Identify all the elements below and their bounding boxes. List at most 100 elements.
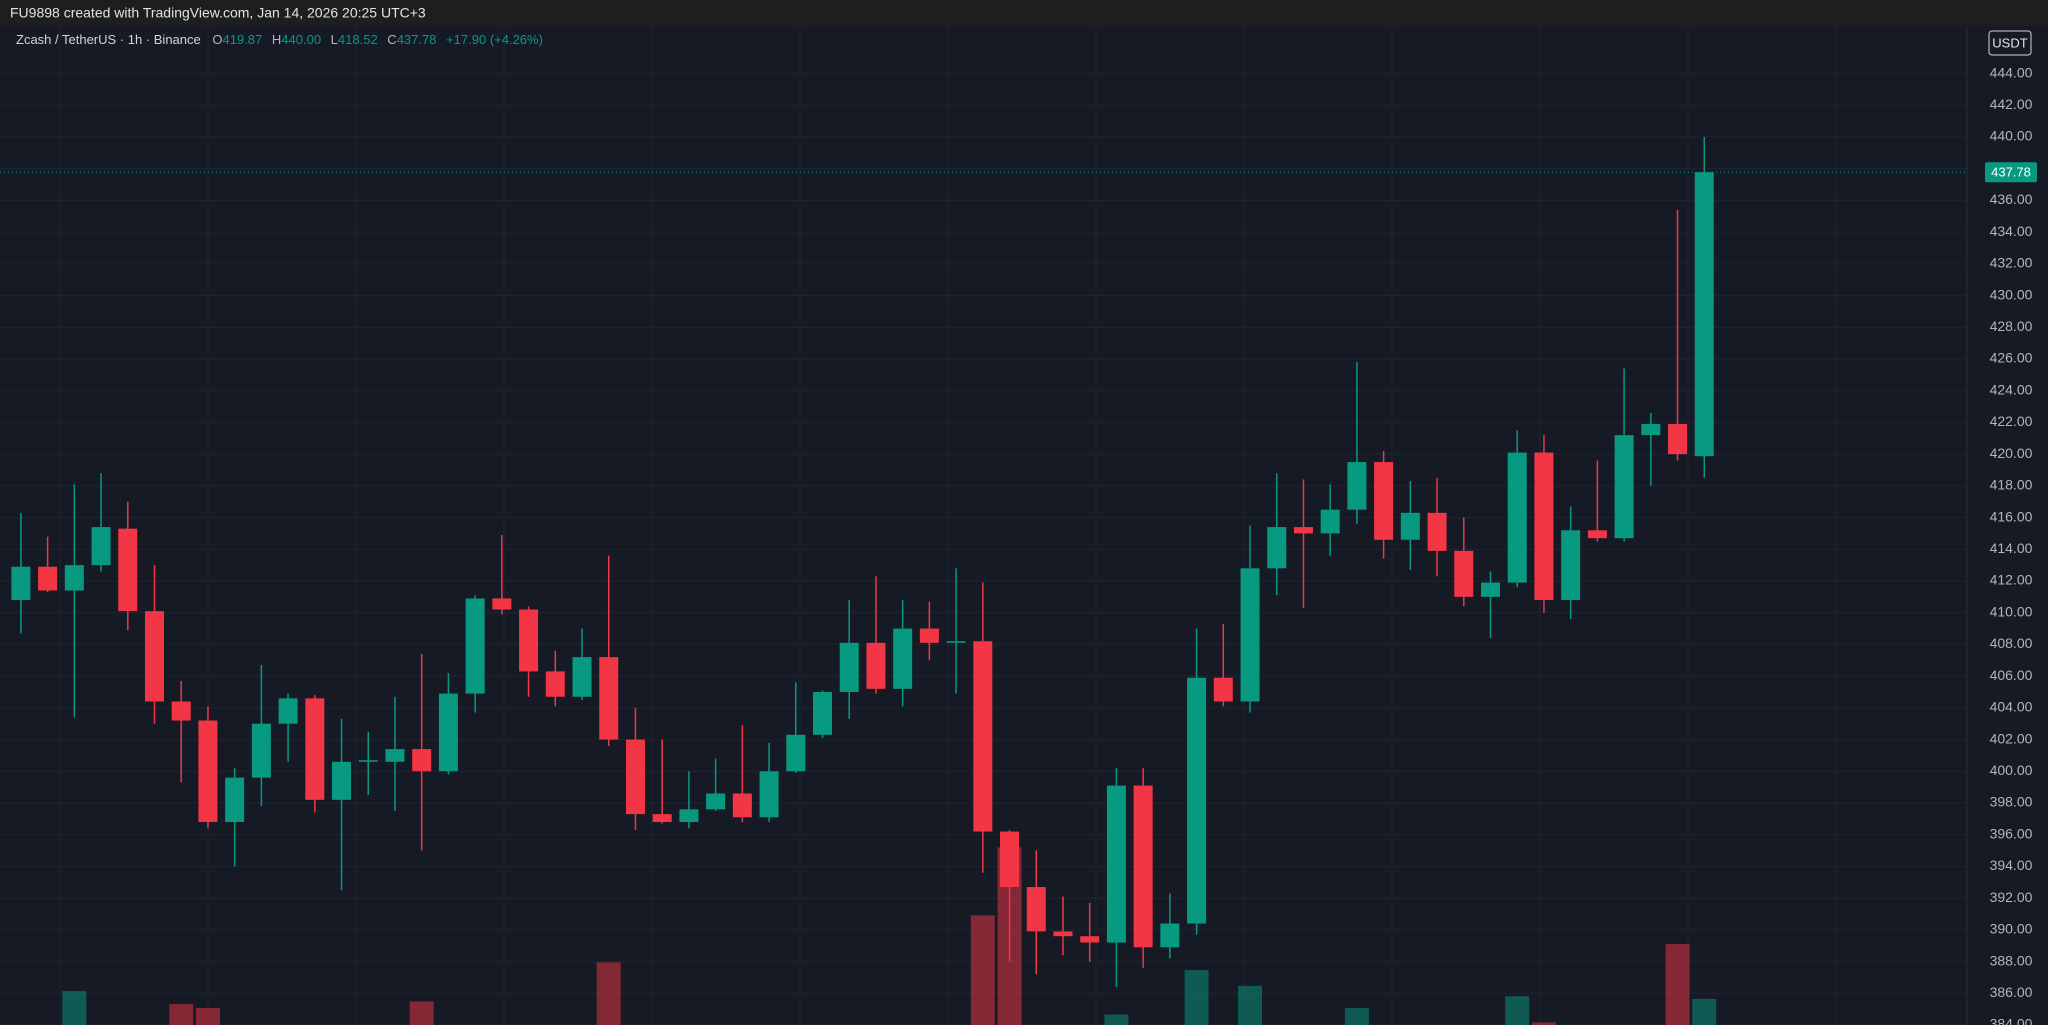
candle-body — [1641, 424, 1661, 436]
y-tick-label: 384.00 — [1990, 1016, 2033, 1025]
candle-body — [1374, 462, 1394, 540]
plot — [0, 73, 1967, 1025]
y-tick-label: 440.00 — [1990, 128, 2033, 144]
ohlc-key: L — [331, 32, 338, 47]
y-tick-label: 404.00 — [1990, 699, 2033, 715]
candle-body — [679, 809, 699, 823]
volume-bar — [409, 1001, 434, 1025]
watermark: FU9898 created with TradingView.com, Jan… — [10, 5, 426, 21]
candle-body — [732, 793, 752, 818]
y-tick-label: 436.00 — [1990, 191, 2033, 207]
y-tick-label: 390.00 — [1990, 921, 2033, 937]
candle-body — [813, 692, 832, 735]
ohlc-key: C — [387, 32, 396, 47]
y-tick-label: 396.00 — [1990, 825, 2033, 841]
candle-body — [1187, 677, 1207, 924]
candle-body — [1106, 785, 1126, 943]
y-tick-label: 432.00 — [1990, 255, 2033, 271]
candle-body — [946, 641, 966, 643]
volume-bar — [1238, 985, 1263, 1025]
currency-box[interactable] — [1988, 30, 2032, 56]
vertical-grid — [59, 26, 1837, 1025]
candle-body — [1694, 172, 1714, 457]
ohlc-value: 419.87 — [223, 32, 263, 47]
y-tick-label: 394.00 — [1990, 857, 2033, 873]
candle-body — [358, 760, 378, 762]
y-tick-label: 444.00 — [1990, 64, 2033, 80]
currency[interactable]: USDT — [1992, 35, 2027, 50]
volume-bar — [1344, 1008, 1369, 1025]
candle-body — [385, 749, 405, 762]
candle-body — [305, 698, 325, 800]
candle-body — [839, 642, 859, 692]
ohlc-key: H — [272, 32, 281, 47]
y-tick-label: 410.00 — [1990, 603, 2033, 619]
ohlc-value: 437.78 — [397, 32, 437, 47]
candle-body — [225, 777, 245, 823]
y-tick-label: 400.00 — [1990, 762, 2033, 778]
candle-body — [759, 771, 779, 818]
candle-body — [278, 698, 298, 724]
candle-body — [1000, 831, 1020, 888]
last-price-tag — [1985, 162, 2037, 183]
y-tick-label: 430.00 — [1990, 286, 2033, 302]
candle-body — [1133, 785, 1153, 948]
candle-body — [412, 749, 432, 772]
candle-body — [866, 642, 886, 689]
candle-body — [438, 693, 458, 772]
ohlc-value: 418.52 — [338, 32, 378, 47]
candle-body — [251, 723, 271, 778]
volume-bar — [1692, 998, 1717, 1025]
volume-bar — [195, 1008, 220, 1025]
candle-body — [706, 793, 726, 810]
candle-body — [625, 739, 645, 815]
y-tick-label: 442.00 — [1990, 96, 2033, 112]
top-bar — [0, 0, 2048, 26]
candle-body — [1026, 887, 1046, 932]
candle-body — [1507, 452, 1527, 583]
candle-body — [786, 734, 806, 772]
volume-bar — [970, 915, 995, 1025]
candle-body — [1427, 512, 1447, 551]
candle-body — [1400, 512, 1420, 540]
candle-body — [545, 671, 565, 697]
candle-body — [599, 657, 619, 740]
y-tick-label: 422.00 — [1990, 413, 2033, 429]
y-tick-label: 420.00 — [1990, 445, 2033, 461]
candle-body — [519, 609, 539, 672]
y-tick-label: 392.00 — [1990, 889, 2033, 905]
candle-body — [91, 527, 111, 566]
y-tick-label: 426.00 — [1990, 350, 2033, 366]
candle-body — [38, 566, 58, 591]
ohlc-key: O — [212, 32, 222, 47]
candle-body — [572, 657, 592, 697]
candle-body — [1481, 582, 1500, 597]
candle-body — [1587, 530, 1607, 539]
candle-body — [492, 598, 512, 610]
y-tick-label: 414.00 — [1990, 540, 2033, 556]
y-tick-label: 412.00 — [1990, 572, 2033, 588]
candle-body — [652, 814, 672, 823]
y-tick-label: 388.00 — [1990, 952, 2033, 968]
candle-body — [1293, 527, 1313, 534]
y-tick-label: 428.00 — [1990, 318, 2033, 334]
candle-body — [145, 611, 164, 702]
candle-body — [1320, 509, 1340, 534]
candle-body — [1614, 435, 1634, 539]
volume-bar — [1104, 1014, 1129, 1025]
candle-body — [919, 628, 939, 643]
volume-bar — [62, 991, 87, 1025]
last-price-label: 437.78 — [1991, 165, 2031, 180]
candle-body — [1347, 462, 1367, 510]
candle-body — [171, 701, 191, 721]
y-tick-label: 398.00 — [1990, 794, 2033, 810]
y-tick-label: 416.00 — [1990, 508, 2033, 524]
candle-body — [1080, 936, 1100, 943]
candle-body — [1454, 550, 1474, 597]
y-tick-label: 402.00 — [1990, 730, 2033, 746]
candle-body — [893, 628, 913, 689]
change: +17.90 (+4.26%) — [446, 32, 543, 47]
candle-body — [11, 566, 31, 601]
